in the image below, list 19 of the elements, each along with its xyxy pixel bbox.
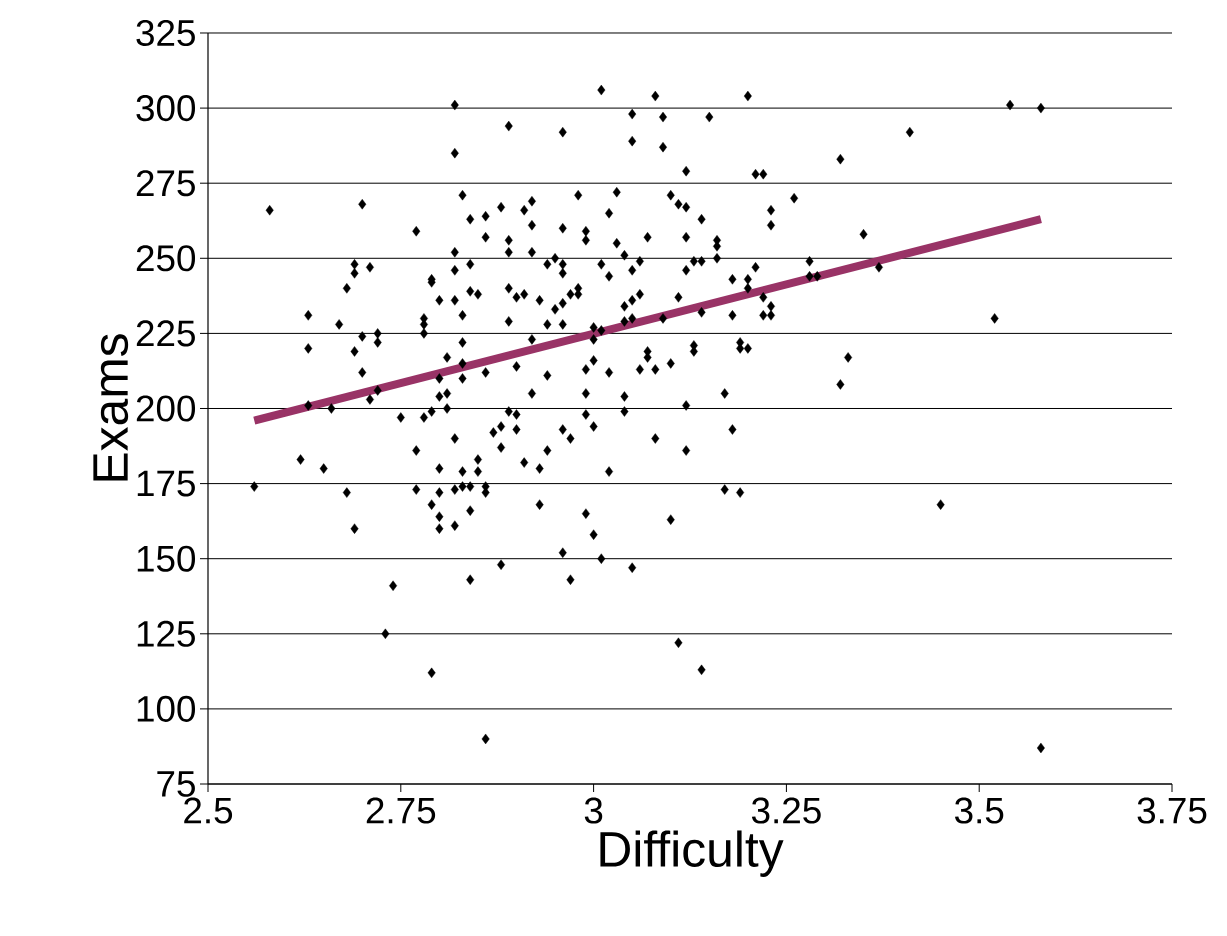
x-tick-label: 2.5 — [184, 797, 233, 824]
y-tick-label: 75 — [157, 771, 195, 797]
x-axis-title: Difficulty — [600, 830, 784, 877]
y-tick-label: 325 — [136, 19, 195, 47]
x-tick-label: 3 — [584, 797, 603, 824]
x-tick-label: 3.25 — [751, 797, 821, 824]
y-tick-label: 225 — [136, 320, 195, 347]
y-tick-label: 275 — [136, 170, 195, 197]
y-tick-label: 300 — [136, 95, 196, 122]
y-axis-title: Exams — [93, 334, 129, 481]
y-tick-label: 150 — [137, 545, 196, 572]
x-tick-label: 2.75 — [366, 797, 436, 824]
x-tick-label: 3.75 — [1137, 797, 1207, 824]
y-tick-label: 250 — [136, 245, 196, 272]
y-tick-label: 175 — [137, 470, 195, 497]
x-tick-label: 3.5 — [955, 797, 1004, 824]
y-tick-label: 200 — [136, 395, 196, 422]
y-tick-label: 125 — [137, 620, 195, 647]
y-tick-label: 100 — [137, 695, 196, 722]
